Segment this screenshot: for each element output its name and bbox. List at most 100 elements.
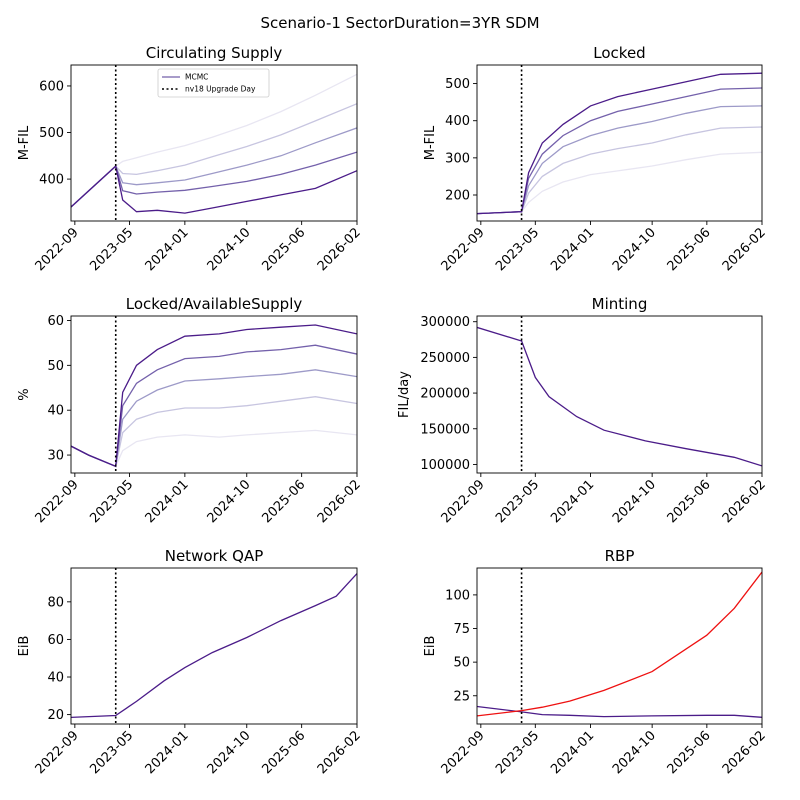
x-tick-label-qap-5: 2026-02 — [315, 728, 364, 777]
x-tick-label-minting-0: 2022-09 — [439, 477, 488, 526]
legend-label-upgrade: nv18 Upgrade Day — [185, 85, 256, 94]
y-tick-label-qap-3: 80 — [47, 595, 64, 610]
x-tick-label-circ-0: 2022-09 — [33, 225, 82, 274]
x-tick-label-minting-1: 2023-05 — [493, 477, 542, 526]
x-tick-label-rbp-5: 2026-02 — [720, 728, 769, 777]
legend-label-mcmc: MCMC — [185, 73, 208, 82]
axes-frame-minting — [476, 315, 763, 474]
series-line-locked-2 — [477, 105, 762, 215]
y-tick-label-minting-4: 300000 — [420, 315, 470, 330]
x-tick-label-lockedavail-3: 2024-10 — [205, 477, 254, 526]
series-line-lockedavail-1 — [71, 396, 357, 468]
y-tick-label-qap-1: 40 — [47, 671, 64, 686]
x-tick-label-minting-2: 2024-01 — [548, 477, 597, 526]
x-tick-label-lockedavail-0: 2022-09 — [33, 477, 82, 526]
subplot-title-minting: Minting — [592, 295, 648, 313]
x-tick-label-rbp-3: 2024-10 — [610, 728, 659, 777]
series-line-minting-0 — [477, 326, 762, 467]
y-tick-label-locked-3: 500 — [445, 77, 470, 92]
y-tick-label-locked-2: 400 — [445, 114, 470, 129]
legend-box — [157, 68, 270, 98]
x-tick-label-rbp-0: 2022-09 — [439, 728, 488, 777]
x-tick-label-locked-5: 2026-02 — [720, 225, 769, 274]
y-tick-label-rbp-0: 25 — [453, 689, 470, 704]
subplot-title-locked: Locked — [593, 44, 645, 62]
axes-frame-locked — [476, 64, 763, 222]
series-line-locked-1 — [477, 126, 762, 215]
y-axis-label-qap: EiB — [17, 636, 32, 657]
x-tick-label-minting-3: 2024-10 — [610, 477, 659, 526]
series-line-rbp-1 — [477, 571, 762, 717]
x-tick-label-minting-4: 2025-06 — [665, 477, 714, 526]
x-tick-label-locked-1: 2023-05 — [493, 225, 542, 274]
x-tick-label-rbp-4: 2025-06 — [665, 728, 714, 777]
y-tick-label-qap-0: 20 — [47, 708, 64, 723]
subplot-title-lockedavail: Locked/AvailableSupply — [126, 295, 303, 313]
subplot-minting: Minting 100000 150000 200000 250000 300000 FIL… — [397, 295, 769, 526]
subplot-title-circ: Circulating Supply — [146, 44, 283, 62]
x-tick-label-circ-4: 2025-06 — [259, 225, 308, 274]
series-line-qap-0 — [71, 573, 357, 719]
y-axis-label-rbp: EiB — [423, 636, 438, 657]
y-tick-label-circ-1: 500 — [39, 126, 64, 141]
series-line-lockedavail-0 — [71, 429, 357, 468]
y-tick-label-lockedavail-3: 60 — [47, 314, 64, 329]
axes-frame-rbp — [476, 567, 763, 725]
y-tick-label-locked-1: 300 — [445, 151, 470, 166]
y-tick-label-circ-2: 600 — [39, 79, 64, 94]
figure-title: Scenario-1 SectorDuration=3YR SDM — [260, 14, 539, 32]
y-axis-label-locked: M-FIL — [423, 125, 438, 160]
y-tick-label-rbp-3: 100 — [445, 588, 470, 603]
x-tick-label-circ-2: 2024-01 — [143, 225, 192, 274]
x-tick-label-locked-4: 2025-06 — [665, 225, 714, 274]
x-tick-label-locked-0: 2022-09 — [439, 225, 488, 274]
series-line-rbp-0 — [477, 705, 762, 718]
y-tick-label-lockedavail-0: 30 — [47, 449, 64, 464]
subplot-locked: Locked 200 300 400 500 M-FIL 2022-09 2023-05 202… — [423, 44, 769, 274]
y-tick-label-rbp-1: 50 — [453, 656, 470, 671]
axes-frame-lockedavail — [70, 315, 358, 474]
y-tick-label-circ-0: 400 — [39, 173, 64, 188]
x-tick-label-qap-4: 2025-06 — [259, 728, 308, 777]
y-tick-label-lockedavail-2: 50 — [47, 359, 64, 374]
y-tick-label-minting-0: 100000 — [420, 458, 470, 473]
legend: MCMC nv18 Upgrade Day — [157, 68, 270, 98]
y-tick-label-minting-1: 150000 — [420, 422, 470, 437]
series-line-locked-0 — [477, 151, 762, 215]
y-axis-label-lockedavail: % — [17, 388, 32, 400]
subplot-rbp: RBP 25 50 75 100 EiB 2022-09 2023-05 2024-01 2024… — [423, 547, 769, 777]
y-tick-label-qap-2: 60 — [47, 633, 64, 648]
y-tick-label-rbp-2: 75 — [453, 622, 470, 637]
y-tick-label-minting-3: 250000 — [420, 351, 470, 366]
x-tick-label-qap-1: 2023-05 — [87, 728, 136, 777]
series-line-circ-2 — [71, 127, 357, 208]
y-tick-label-locked-0: 200 — [445, 189, 470, 204]
x-tick-label-circ-3: 2024-10 — [205, 225, 254, 274]
series-line-lockedavail-3 — [71, 344, 357, 468]
subplot-title-qap: Network QAP — [165, 547, 264, 565]
series-line-circ-3 — [71, 151, 357, 208]
x-tick-label-rbp-2: 2024-01 — [548, 728, 597, 777]
series-line-circ-1 — [71, 103, 357, 208]
x-tick-label-rbp-1: 2023-05 — [493, 728, 542, 777]
subplot-title-rbp: RBP — [605, 547, 635, 565]
y-axis-label-minting: FIL/day — [397, 371, 412, 418]
y-tick-label-minting-2: 200000 — [420, 387, 470, 402]
x-tick-label-locked-3: 2024-10 — [610, 225, 659, 274]
x-tick-label-circ-1: 2023-05 — [87, 225, 136, 274]
series-line-locked-3 — [477, 87, 762, 215]
x-tick-label-minting-5: 2026-02 — [720, 477, 769, 526]
x-tick-label-qap-2: 2024-01 — [143, 728, 192, 777]
axes-frame-qap — [70, 567, 358, 725]
x-tick-label-lockedavail-2: 2024-01 — [143, 477, 192, 526]
x-tick-label-lockedavail-1: 2023-05 — [87, 477, 136, 526]
series-line-circ-4 — [71, 164, 357, 214]
x-tick-label-lockedavail-4: 2025-06 — [259, 477, 308, 526]
series-line-circ-0 — [71, 73, 357, 208]
y-tick-label-lockedavail-1: 40 — [47, 404, 64, 419]
axes-frame-circ — [70, 64, 358, 222]
